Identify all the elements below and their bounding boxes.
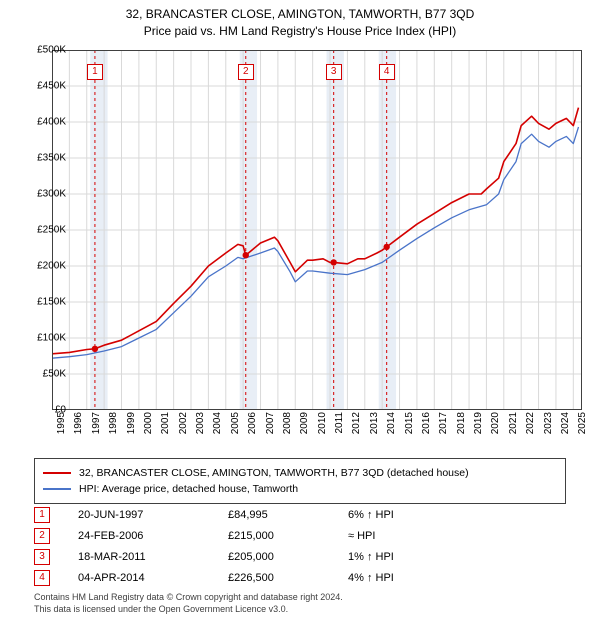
x-tick-label: 2021 — [508, 412, 519, 446]
figure-root: 32, BRANCASTER CLOSE, AMINGTON, TAMWORTH… — [0, 0, 600, 620]
chart-svg — [52, 50, 582, 410]
sale-row-diff: 4% ↑ HPI — [348, 572, 458, 584]
y-tick-label: £250K — [6, 225, 66, 236]
y-tick-label: £150K — [6, 297, 66, 308]
sale-row-price: £226,500 — [228, 572, 348, 584]
sale-marker-box: 2 — [238, 64, 254, 80]
footer: Contains HM Land Registry data © Crown c… — [34, 592, 343, 615]
sale-row-marker: 4 — [34, 570, 50, 586]
sale-row-price: £84,995 — [228, 509, 348, 521]
y-tick-label: £50K — [6, 369, 66, 380]
sale-marker-box: 1 — [87, 64, 103, 80]
y-tick-label: £400K — [6, 117, 66, 128]
y-tick-label: £350K — [6, 153, 66, 164]
x-tick-label: 1995 — [56, 412, 67, 446]
x-tick-label: 2013 — [369, 412, 380, 446]
title-address: 32, BRANCASTER CLOSE, AMINGTON, TAMWORTH… — [0, 6, 600, 23]
sale-row: 3 18-MAR-2011£205,0001% ↑ HPI — [34, 546, 566, 567]
x-tick-label: 2020 — [490, 412, 501, 446]
x-tick-label: 2000 — [143, 412, 154, 446]
x-tick-label: 2019 — [473, 412, 484, 446]
x-tick-label: 2006 — [247, 412, 258, 446]
y-tick-label: £450K — [6, 81, 66, 92]
y-tick-label: £100K — [6, 333, 66, 344]
title-subtitle: Price paid vs. HM Land Registry's House … — [0, 23, 600, 40]
x-tick-label: 2011 — [334, 412, 345, 446]
legend-item-hpi: HPI: Average price, detached house, Tamw… — [43, 481, 557, 497]
legend-swatch-property — [43, 472, 71, 474]
sale-row-marker: 3 — [34, 549, 50, 565]
sale-row-date: 18-MAR-2011 — [78, 551, 228, 563]
y-tick-label: £500K — [6, 45, 66, 56]
sale-row-price: £205,000 — [228, 551, 348, 563]
x-tick-label: 2007 — [265, 412, 276, 446]
sale-row-price: £215,000 — [228, 530, 348, 542]
x-tick-label: 2003 — [195, 412, 206, 446]
x-tick-label: 2014 — [386, 412, 397, 446]
x-tick-label: 2016 — [421, 412, 432, 446]
sale-row-date: 24-FEB-2006 — [78, 530, 228, 542]
sales-table: 120-JUN-1997£84,9956% ↑ HPI224-FEB-2006£… — [34, 504, 566, 588]
sale-row-marker: 1 — [34, 507, 50, 523]
sale-row: 1 20-JUN-1997£84,9956% ↑ HPI — [34, 504, 566, 525]
x-tick-label: 2010 — [317, 412, 328, 446]
x-tick-label: 2024 — [560, 412, 571, 446]
x-tick-label: 2002 — [178, 412, 189, 446]
x-tick-label: 1999 — [126, 412, 137, 446]
title-block: 32, BRANCASTER CLOSE, AMINGTON, TAMWORTH… — [0, 0, 600, 40]
legend-item-property: 32, BRANCASTER CLOSE, AMINGTON, TAMWORTH… — [43, 465, 557, 481]
footer-line2: This data is licensed under the Open Gov… — [34, 604, 343, 616]
y-tick-label: £300K — [6, 189, 66, 200]
y-tick-label: £200K — [6, 261, 66, 272]
sale-marker-box: 4 — [379, 64, 395, 80]
x-tick-label: 2017 — [438, 412, 449, 446]
sale-row-marker: 2 — [34, 528, 50, 544]
x-tick-label: 1996 — [73, 412, 84, 446]
x-tick-label: 1998 — [108, 412, 119, 446]
sale-row-diff: 6% ↑ HPI — [348, 509, 458, 521]
x-tick-label: 2009 — [299, 412, 310, 446]
sale-row-date: 20-JUN-1997 — [78, 509, 228, 521]
x-tick-label: 2001 — [160, 412, 171, 446]
x-tick-label: 2008 — [282, 412, 293, 446]
footer-line1: Contains HM Land Registry data © Crown c… — [34, 592, 343, 604]
x-tick-label: 2022 — [525, 412, 536, 446]
x-tick-label: 2025 — [577, 412, 588, 446]
x-tick-label: 2018 — [456, 412, 467, 446]
legend: 32, BRANCASTER CLOSE, AMINGTON, TAMWORTH… — [34, 458, 566, 504]
x-tick-label: 2023 — [543, 412, 554, 446]
x-tick-label: 2015 — [404, 412, 415, 446]
x-tick-label: 2005 — [230, 412, 241, 446]
sale-row-date: 04-APR-2014 — [78, 572, 228, 584]
legend-label-hpi: HPI: Average price, detached house, Tamw… — [79, 483, 298, 495]
x-tick-label: 1997 — [91, 412, 102, 446]
x-tick-label: 2004 — [212, 412, 223, 446]
sale-row-diff: 1% ↑ HPI — [348, 551, 458, 563]
chart-area — [52, 50, 582, 410]
sale-marker-box: 3 — [326, 64, 342, 80]
sale-row: 4 04-APR-2014£226,5004% ↑ HPI — [34, 567, 566, 588]
legend-label-property: 32, BRANCASTER CLOSE, AMINGTON, TAMWORTH… — [79, 467, 469, 479]
sale-row-diff: ≈ HPI — [348, 530, 458, 542]
legend-swatch-hpi — [43, 488, 71, 490]
x-tick-label: 2012 — [351, 412, 362, 446]
sale-row: 2 24-FEB-2006£215,000≈ HPI — [34, 525, 566, 546]
